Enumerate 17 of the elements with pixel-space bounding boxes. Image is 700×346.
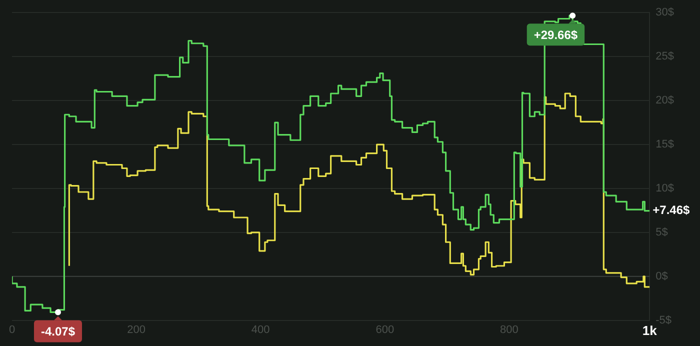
y-tick-label: 10$ xyxy=(656,182,674,195)
x-tick-label: 600 xyxy=(376,324,394,336)
y-tick-label: -5$ xyxy=(656,314,672,326)
y-tick-label: 20$ xyxy=(656,94,674,107)
y-tick-label: 5$ xyxy=(656,226,668,238)
y-tick-label: 30$ xyxy=(656,6,674,19)
y-tick-label: 25$ xyxy=(656,50,674,63)
annotation: +7.46$ xyxy=(652,203,690,218)
x-tick-label: 400 xyxy=(251,324,270,336)
x-tick-label: 200 xyxy=(127,324,146,336)
x-tick-label: 1k xyxy=(642,322,658,338)
y-tick-label: 0$ xyxy=(656,270,668,282)
y-tick-label: 15$ xyxy=(656,138,674,151)
x-tick-label: 0 xyxy=(8,324,16,336)
annotation: +29.66$ xyxy=(534,28,578,42)
annotation: -4.07$ xyxy=(40,324,76,339)
x-tick-label: 800 xyxy=(500,324,518,336)
